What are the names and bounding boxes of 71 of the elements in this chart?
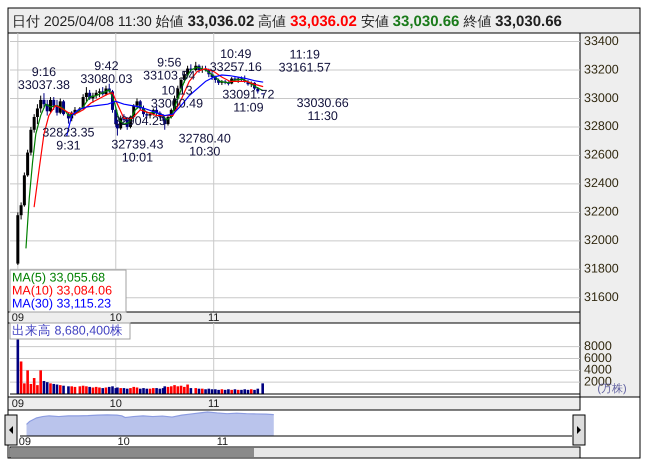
bar [166, 386, 170, 394]
bar [58, 385, 62, 394]
bar [42, 380, 46, 394]
y-tick-label: 33200 [584, 62, 619, 76]
annotation: 9:42 33080.03 [80, 59, 132, 86]
y-tick-label: 32800 [584, 119, 619, 134]
y-tick-label: 33000 [584, 90, 619, 105]
annotation: 32780.40 10:30 [178, 132, 231, 159]
y-tick-label: 32400 [584, 176, 619, 190]
bar [256, 388, 260, 394]
annotation: 10:49 33257.16 [210, 46, 262, 74]
bar [52, 384, 56, 394]
bar [111, 386, 114, 394]
x-tick-label: 11 [216, 436, 228, 448]
x-tick-label: 09 [18, 436, 32, 448]
y-tick-label: 32200 [584, 204, 619, 219]
x-tick-label: 10 [118, 436, 130, 448]
bar [126, 388, 129, 394]
bar [26, 370, 29, 394]
bar [138, 388, 142, 394]
bar [39, 370, 42, 394]
x-tick-label: 09 [12, 312, 24, 324]
bar [142, 388, 145, 394]
x-tick-label: 10 [110, 398, 122, 410]
bar [74, 386, 76, 394]
bar [208, 388, 210, 394]
bar [129, 388, 132, 394]
bar [49, 383, 52, 394]
y-tick-label: 4000 [584, 362, 612, 377]
y-tick-label: 32000 [584, 233, 619, 248]
chart-title: 日付 2025/04/08 11:30 始値 33,036.02 高値 33,036.02 安値 33,030.66 終値 33,030.66 [12, 13, 562, 30]
bar [180, 386, 182, 394]
y-tick-label: 33400 [584, 34, 619, 48]
x-tick-label: 11 [208, 398, 220, 410]
bar [104, 387, 108, 394]
legend: MA(5) 33,055.68 MA(10) 33,084.06 MA(30) 33,115.23 [10, 270, 126, 312]
x-tick-label: 10 [110, 312, 122, 324]
bar [240, 390, 243, 394]
y-tick-label: 6000 [584, 350, 612, 365]
series-label: 出来高 8,680,400株 [12, 322, 124, 338]
bar [145, 388, 148, 394]
bar [32, 378, 36, 394]
legend: 出来高 8,680,400株 [10, 322, 130, 340]
bar [253, 390, 256, 394]
bar [173, 385, 176, 394]
annotation: 9:16 33037.38 [18, 65, 70, 92]
annotation: 32739.43 10:01 [111, 138, 164, 165]
y-axis-title: (万株) [597, 382, 627, 395]
bar [158, 388, 162, 394]
x-tick-label: 09 [12, 398, 24, 410]
bar [56, 384, 58, 394]
bar [16, 340, 20, 394]
y-tick-label: 31800 [584, 262, 619, 276]
annotation: 33030.66 11:30 [296, 96, 349, 124]
annotation: 11:19 33161.57 [278, 47, 331, 74]
bar [136, 387, 138, 394]
bar [148, 388, 152, 394]
bar [200, 388, 204, 394]
bar [186, 384, 189, 394]
x-tick-label: 11 [208, 312, 220, 324]
bar [261, 383, 264, 394]
y-tick-label: 31600 [584, 290, 619, 304]
bar [46, 382, 49, 394]
bar [246, 390, 250, 394]
bar [62, 386, 65, 394]
bar [82, 386, 84, 394]
bar [198, 388, 200, 394]
bar [20, 361, 22, 394]
annotation: 33091.72 11:09 [222, 87, 274, 114]
y-tick-label: 8000 [584, 338, 612, 353]
y-tick-label: 32600 [584, 148, 619, 162]
